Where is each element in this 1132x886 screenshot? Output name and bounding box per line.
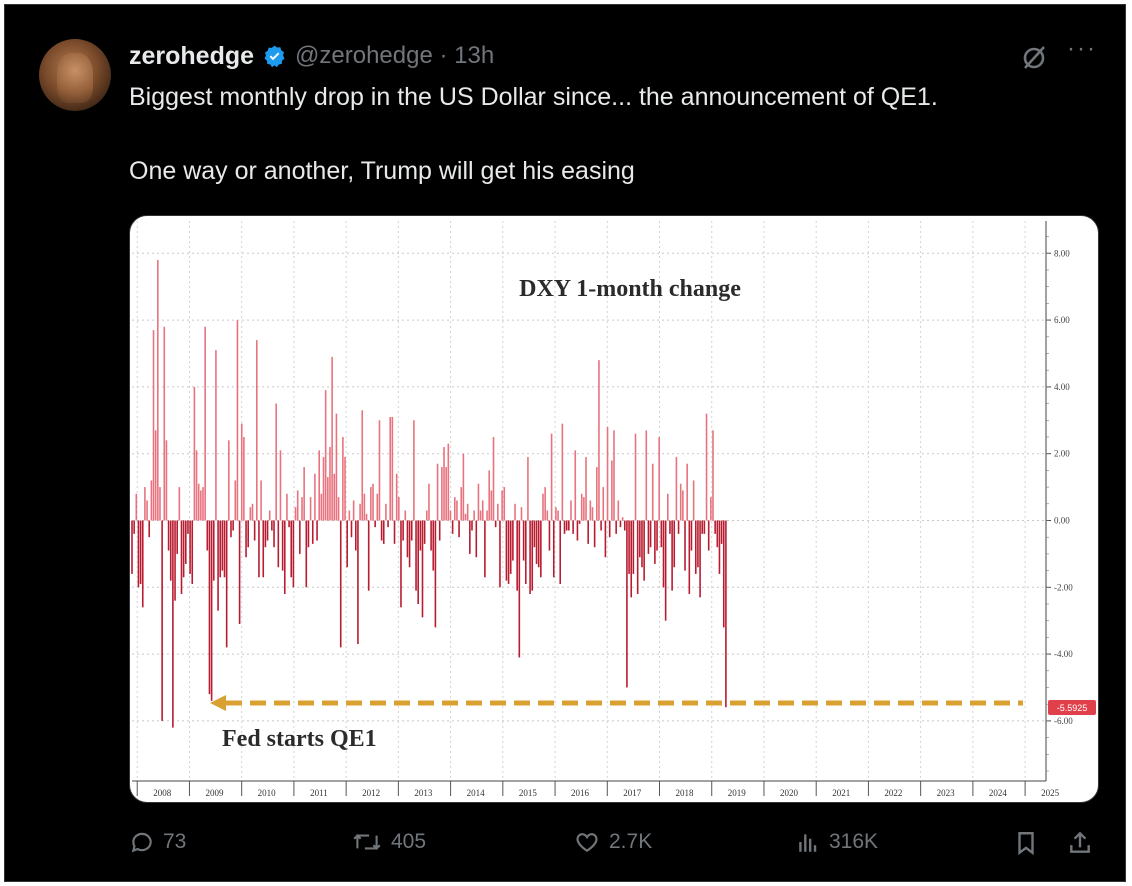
tweet-header: zerohedge @zerohedge · 13h xyxy=(129,39,494,73)
x-tick-label: 2009 xyxy=(205,788,224,798)
x-tick-label: 2015 xyxy=(519,788,538,798)
like-icon xyxy=(576,833,598,852)
y-tick-label: 6.00 xyxy=(1054,315,1070,325)
x-tick-label: 2012 xyxy=(362,788,380,798)
chart-title: DXY 1-month change xyxy=(519,276,741,302)
tweet-text-line-2: One way or another, Trump will get his e… xyxy=(129,157,635,185)
dxy-chart: 8.00 6.00 4.00 2.00 0.00 -2.00 -4.00 -6.00 2008 2… xyxy=(131,221,1096,798)
author-name[interactable]: zerohedge xyxy=(129,41,255,70)
y-tick-label: 2.00 xyxy=(1054,449,1070,459)
bookmark-button[interactable] xyxy=(1013,829,1047,857)
x-tick-label: 2010 xyxy=(258,788,277,798)
chart-image[interactable]: 8.00 6.00 4.00 2.00 0.00 -2.00 -4.00 -6.00 2008 2… xyxy=(129,215,1099,803)
x-tick-label: 2018 xyxy=(676,788,695,798)
x-tick-label: 2008 xyxy=(153,788,172,798)
qe1-arrow xyxy=(210,695,1023,711)
reply-icon xyxy=(131,832,152,853)
grok-icon[interactable] xyxy=(1019,43,1049,78)
x-tick-label: 2019 xyxy=(728,788,747,798)
chart-axes: 8.00 6.00 4.00 2.00 0.00 -2.00 -4.00 -6.00 2008 2… xyxy=(132,221,1073,798)
views-button[interactable]: 316K xyxy=(795,829,878,855)
reply-button[interactable]: 73 xyxy=(129,829,186,855)
repost-icon xyxy=(353,834,381,850)
tweet-text-line-1: Biggest monthly drop in the US Dollar si… xyxy=(129,83,938,111)
repost-count: 405 xyxy=(391,830,427,853)
x-tick-label: 2020 xyxy=(780,788,799,798)
x-tick-label: 2024 xyxy=(989,788,1008,798)
verified-badge-icon[interactable] xyxy=(262,44,287,69)
bookmark-icon xyxy=(1018,832,1034,856)
x-tick-label: 2023 xyxy=(937,788,956,798)
share-icon xyxy=(1070,831,1090,853)
views-count: 316K xyxy=(829,830,879,853)
y-tick-label: 4.00 xyxy=(1054,382,1070,392)
y-tick-label: 8.00 xyxy=(1054,248,1070,258)
more-icon[interactable]: ··· xyxy=(1067,35,1097,62)
x-tick-label: 2017 xyxy=(623,788,642,798)
action-bar: 73 405 2.7K 316K xyxy=(129,825,1099,865)
last-value-badge xyxy=(1048,700,1096,715)
y-tick-label: 0.00 xyxy=(1054,516,1070,526)
like-count: 2.7K xyxy=(609,830,653,853)
reply-count: 73 xyxy=(163,830,187,853)
views-icon xyxy=(799,834,817,852)
repost-button[interactable]: 405 xyxy=(351,829,426,855)
x-tick-label: 2013 xyxy=(414,788,433,798)
chart-grid xyxy=(132,221,1046,781)
x-tick-label: 2025 xyxy=(1041,788,1060,798)
tweet-card: zerohedge @zerohedge · 13h ··· Biggest m… xyxy=(4,4,1126,882)
avatar[interactable] xyxy=(39,39,111,111)
chart-annotation: Fed starts QE1 xyxy=(222,726,377,752)
last-value-label: -5.5925 xyxy=(1057,703,1088,713)
x-tick-label: 2014 xyxy=(467,788,486,798)
chart-bars xyxy=(131,259,727,728)
x-tick-label: 2021 xyxy=(832,788,850,798)
y-tick-label: -6.00 xyxy=(1054,716,1073,726)
y-tick-label: -2.00 xyxy=(1054,582,1073,592)
x-tick-label: 2016 xyxy=(571,788,590,798)
share-button[interactable] xyxy=(1067,829,1101,857)
handle-and-time[interactable]: @zerohedge · 13h xyxy=(295,42,495,69)
x-tick-label: 2022 xyxy=(884,788,902,798)
like-button[interactable]: 2.7K xyxy=(573,829,652,855)
x-tick-label: 2011 xyxy=(310,788,328,798)
y-tick-label: -4.00 xyxy=(1054,649,1073,659)
